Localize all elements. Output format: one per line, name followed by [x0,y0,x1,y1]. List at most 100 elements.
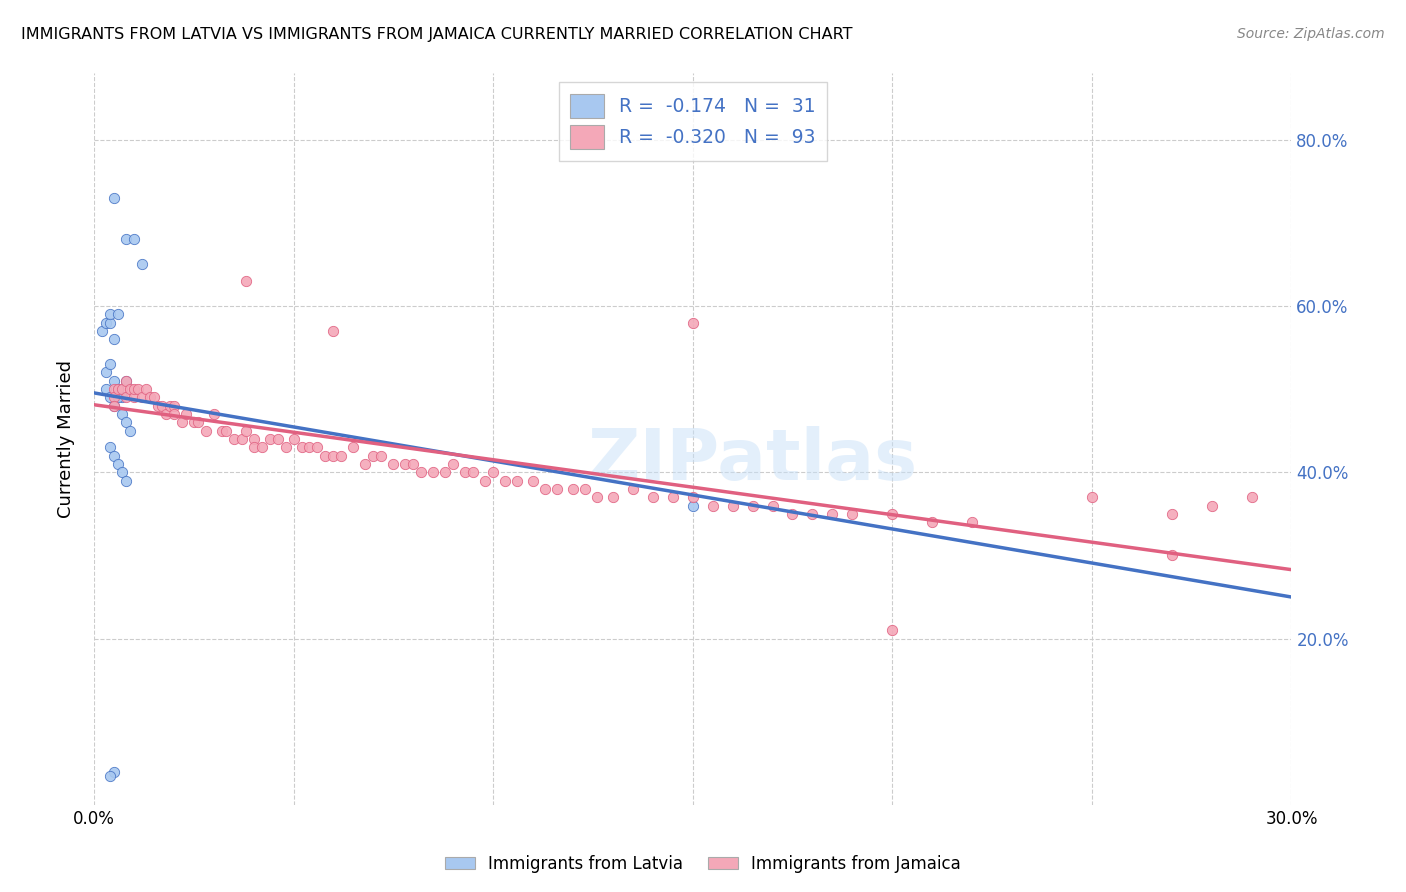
Point [621,482,644,496]
Point [115,474,138,488]
Point [274,441,297,455]
Point [382,457,405,471]
Point [960,515,983,529]
Point [170,416,193,430]
Point [454,465,477,479]
Point [370,449,392,463]
Point [94,316,117,330]
Point [122,232,145,246]
Point [107,307,129,321]
Text: Source: ZipAtlas.com: Source: ZipAtlas.com [1237,27,1385,41]
Point [98,769,121,783]
Point [159,399,181,413]
Point [434,465,457,479]
Point [682,490,704,504]
Point [474,474,496,488]
Point [561,482,583,496]
Point [322,449,344,463]
Point [111,465,134,479]
Point [94,382,117,396]
Point [702,499,724,513]
Point [441,457,464,471]
Point [882,507,904,521]
Point [1201,499,1223,513]
Point [682,316,704,330]
Text: IMMIGRANTS FROM LATVIA VS IMMIGRANTS FROM JAMAICA CURRENTLY MARRIED CORRELATION : IMMIGRANTS FROM LATVIA VS IMMIGRANTS FRO… [21,27,852,42]
Point [363,449,385,463]
Point [394,457,416,471]
Point [103,399,125,413]
Point [250,441,273,455]
Point [211,424,233,438]
Text: ZIPatlas: ZIPatlas [588,426,918,495]
Point [90,324,112,338]
Point [146,399,169,413]
Point [150,399,173,413]
Point [142,391,165,405]
Point [402,457,425,471]
Point [522,474,544,488]
Point [1081,490,1104,504]
Point [115,232,138,246]
Point [115,391,138,405]
Point [266,432,288,446]
Point [314,449,336,463]
Point [242,441,264,455]
Point [115,374,138,388]
Point [482,465,505,479]
Point [259,432,281,446]
Point [342,441,364,455]
Point [183,416,205,430]
Point [103,374,125,388]
Legend: Immigrants from Latvia, Immigrants from Jamaica: Immigrants from Latvia, Immigrants from … [439,848,967,880]
Point [882,624,904,638]
Point [111,407,134,421]
Point [111,382,134,396]
Point [506,474,529,488]
Point [354,457,377,471]
Point [761,499,783,513]
Point [115,374,138,388]
Point [534,482,557,496]
Point [103,391,125,405]
Point [231,432,253,446]
Point [494,474,516,488]
Point [107,382,129,396]
Point [841,507,863,521]
Point [330,449,353,463]
Point [98,391,121,405]
Y-axis label: Currently Married: Currently Married [58,360,75,518]
Point [661,490,683,504]
Point [163,407,186,421]
Point [1240,490,1263,504]
Point [155,407,177,421]
Point [214,424,236,438]
Point [411,465,433,479]
Point [103,399,125,413]
Point [586,490,609,504]
Point [921,515,943,529]
Point [298,441,321,455]
Point [127,382,149,396]
Point [682,499,704,513]
Point [98,307,121,321]
Point [290,441,312,455]
Point [103,382,125,396]
Point [115,416,138,430]
Point [131,391,153,405]
Point [235,424,257,438]
Point [139,391,162,405]
Point [122,382,145,396]
Point [721,499,744,513]
Point [283,432,305,446]
Point [187,416,209,430]
Point [118,382,141,396]
Point [821,507,844,521]
Point [107,457,129,471]
Point [322,324,344,338]
Point [98,316,121,330]
Point [741,499,763,513]
Point [602,490,624,504]
Point [801,507,824,521]
Point [98,441,121,455]
